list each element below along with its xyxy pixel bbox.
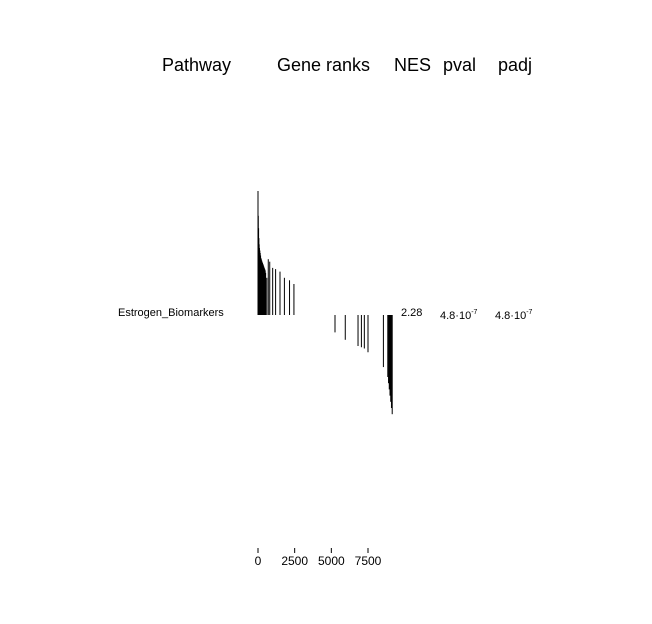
header-nes: NES [394, 55, 432, 75]
padj-value: 4.8·10-7 [495, 309, 533, 322]
pathway-label: Estrogen_Biomarkers [118, 307, 224, 319]
x-tick-label: 5000 [318, 554, 345, 568]
header-gene-ranks: Gene ranks [277, 55, 371, 75]
header-pval: pval [443, 55, 477, 75]
x-tick-label: 7500 [355, 554, 382, 568]
x-axis: 0 2500 5000 7500 [255, 548, 382, 568]
header-padj: padj [498, 55, 533, 75]
x-tick-label: 2500 [281, 554, 308, 568]
nes-value: 2.28 [401, 307, 423, 319]
padj-mantissa: 4.8 [495, 310, 511, 322]
x-tick-label: 0 [255, 554, 262, 568]
pval-exponent: -7 [471, 309, 478, 316]
pval-value: 4.8·10-7 [440, 309, 478, 322]
pval-mantissa: 4.8 [440, 310, 456, 322]
padj-exponent: -7 [526, 309, 533, 316]
header-pathway: Pathway [162, 55, 232, 75]
gene-rank-bars [257, 191, 393, 415]
